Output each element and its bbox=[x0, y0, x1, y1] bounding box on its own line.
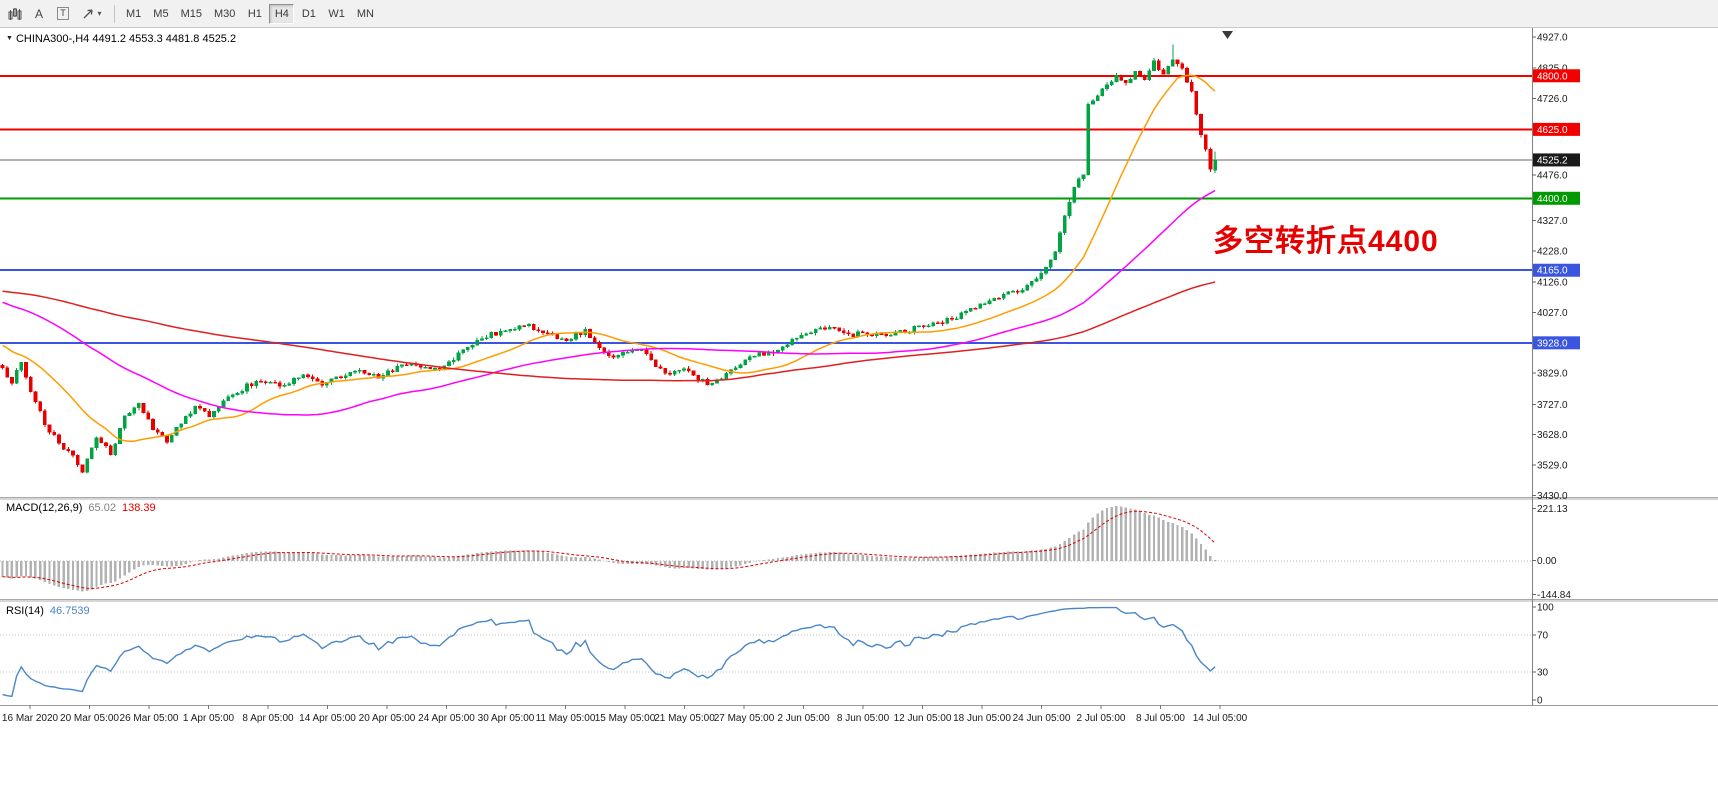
price-tick-label: 3430.0 bbox=[1537, 491, 1568, 502]
price-tick-label: 3529.0 bbox=[1537, 461, 1568, 472]
time-tick-label: 8 Apr 05:00 bbox=[242, 713, 294, 724]
price-badge-text: 3928.0 bbox=[1537, 338, 1568, 349]
price-badge-4400.0 bbox=[1533, 191, 1580, 205]
price-tick-label: 4327.0 bbox=[1537, 216, 1568, 227]
boxed-t-icon: T bbox=[57, 7, 69, 20]
rsi-panel[interactable] bbox=[0, 606, 1532, 698]
time-tick-label: 20 Mar 05:00 bbox=[60, 713, 119, 724]
time-tick-label: 26 Mar 05:00 bbox=[120, 713, 179, 724]
macd-axis-label: 221.13 bbox=[1537, 504, 1568, 515]
timeframe-button-m5[interactable]: M5 bbox=[153, 7, 169, 20]
ma-20-line bbox=[2, 74, 1216, 443]
panel-separator[interactable] bbox=[0, 497, 1718, 500]
price-badge-text: 4525.2 bbox=[1537, 155, 1568, 166]
price-tick-label: 4027.0 bbox=[1537, 308, 1568, 319]
price-tick-label: 3628.0 bbox=[1537, 430, 1568, 441]
price-badge-4800.0 bbox=[1533, 69, 1580, 83]
text-annotation-button[interactable]: A bbox=[27, 3, 51, 25]
time-tick-label: 2 Jul 05:00 bbox=[1077, 713, 1126, 724]
timeframe-button-m30[interactable]: M30 bbox=[213, 7, 236, 20]
time-tick-label: 14 Jul 05:00 bbox=[1193, 713, 1248, 724]
price-badge-4165.0 bbox=[1533, 263, 1580, 277]
time-tick-label: 1 Apr 05:00 bbox=[183, 713, 235, 724]
toolbar: A T ▾ M1 M5 M15 M30 H1 H4 D1 W1 MN bbox=[0, 0, 1718, 28]
macd-axis-label: -144.84 bbox=[1537, 590, 1571, 601]
ma-60-line bbox=[2, 189, 1216, 416]
time-tick-label: 2 Jun 05:00 bbox=[777, 713, 830, 724]
chart-type-button[interactable] bbox=[3, 3, 27, 25]
price-badge-text: 4400.0 bbox=[1537, 194, 1568, 205]
time-tick-label: 24 Jun 05:00 bbox=[1013, 713, 1071, 724]
rsi-axis-label: 100 bbox=[1537, 603, 1554, 614]
time-tick-label: 8 Jul 05:00 bbox=[1136, 713, 1185, 724]
time-tick-label: 15 May 05:00 bbox=[595, 713, 656, 724]
ma-lines-layer bbox=[2, 74, 1216, 443]
timeframe-button-h4[interactable]: H4 bbox=[269, 3, 295, 24]
text-label-button[interactable]: T bbox=[51, 3, 75, 25]
price-tick-label: 4726.0 bbox=[1537, 94, 1568, 105]
cursor-tool-button[interactable]: ▾ bbox=[75, 3, 109, 25]
chevron-down-icon: ▾ bbox=[97, 9, 102, 18]
timeframe-button-m15[interactable]: M15 bbox=[180, 7, 202, 20]
price-badge-4525.2 bbox=[1533, 153, 1580, 167]
time-tick-label: 21 May 05:00 bbox=[654, 713, 715, 724]
price-tick-label: 3727.0 bbox=[1537, 400, 1568, 411]
time-tick-label: 24 Apr 05:00 bbox=[418, 713, 475, 724]
macd-panel[interactable] bbox=[0, 506, 1532, 592]
timeframe-button-w1[interactable]: W1 bbox=[328, 7, 345, 20]
time-tick-label: 18 Jun 05:00 bbox=[953, 713, 1011, 724]
rsi-line bbox=[2, 606, 1216, 698]
level-lines-layer[interactable] bbox=[0, 74, 1532, 344]
timeframe-button-mn[interactable]: MN bbox=[356, 7, 374, 20]
macd-histogram bbox=[1, 506, 1217, 592]
price-badge-text: 4800.0 bbox=[1537, 71, 1568, 82]
cursor-arrow-icon bbox=[84, 9, 94, 19]
time-tick-label: 30 Apr 05:00 bbox=[478, 713, 535, 724]
time-tick-label: 27 May 05:00 bbox=[714, 713, 775, 724]
time-tick-label: 8 Jun 05:00 bbox=[837, 713, 890, 724]
panel-separator[interactable] bbox=[0, 599, 1718, 602]
timeframe-button-d1[interactable]: D1 bbox=[301, 7, 316, 20]
price-tick-label: 4825.0 bbox=[1537, 64, 1568, 75]
rsi-axis-label: 0 bbox=[1537, 696, 1543, 707]
candles-layer bbox=[0, 44, 1217, 474]
price-tick-label: 3829.0 bbox=[1537, 369, 1568, 380]
price-badge-text: 4625.0 bbox=[1537, 125, 1568, 136]
price-tick-label: 4126.0 bbox=[1537, 278, 1568, 289]
chart-shift-marker-icon[interactable] bbox=[1222, 31, 1233, 39]
time-axis[interactable]: 16 Mar 2020 20 Mar 05:00 26 Mar 05:00 1 Apr… bbox=[2, 705, 1248, 724]
price-tick-label: 4228.0 bbox=[1537, 246, 1568, 257]
macd-signal-line bbox=[2, 510, 1216, 590]
price-badge-3928.0 bbox=[1533, 336, 1580, 350]
letter-a-icon: A bbox=[34, 6, 43, 21]
macd-axis-label: 0.00 bbox=[1537, 556, 1557, 567]
price-tick-label: 4927.0 bbox=[1537, 32, 1568, 43]
main-chart-panel[interactable] bbox=[0, 44, 1532, 474]
price-tick-label: 4476.0 bbox=[1537, 171, 1568, 182]
timeframe-button-h1[interactable]: H1 bbox=[247, 7, 262, 20]
ma-144-line bbox=[2, 281, 1216, 382]
time-tick-label: 12 Jun 05:00 bbox=[894, 713, 952, 724]
time-tick-label: 14 Apr 05:00 bbox=[299, 713, 356, 724]
timeframe-button-m1[interactable]: M1 bbox=[126, 7, 142, 20]
time-tick-label: 20 Apr 05:00 bbox=[359, 713, 416, 724]
time-tick-label: 11 May 05:00 bbox=[536, 713, 596, 724]
toolbar-separator bbox=[114, 4, 115, 23]
rsi-axis-label: 30 bbox=[1537, 668, 1549, 679]
time-tick-label: 16 Mar 2020 bbox=[2, 713, 59, 724]
price-axis[interactable]: 4927.0 4825.0 4726.0 4476.0 4327.0 4228.0 4126… bbox=[1532, 28, 1580, 707]
bar-chart-icon bbox=[8, 7, 22, 20]
timeframe-group: M1 M5 M15 M30 H1 H4 D1 W1 MN bbox=[120, 3, 380, 24]
rsi-axis-label: 70 bbox=[1537, 630, 1549, 641]
price-badge-4625.0 bbox=[1533, 122, 1580, 136]
price-badge-text: 4165.0 bbox=[1537, 266, 1568, 277]
